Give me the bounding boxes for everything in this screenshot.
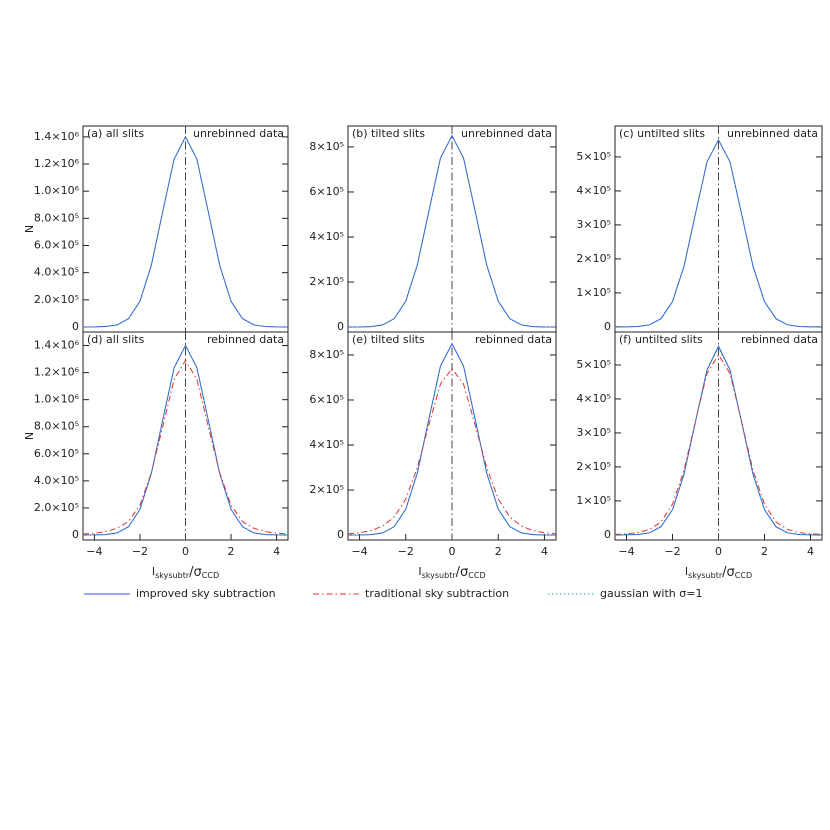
legend-label: traditional sky subtraction (365, 587, 509, 600)
y-tick-label: 5×10⁵ (576, 150, 611, 163)
x-axis-label-part: I (152, 565, 155, 578)
x-tick-label: 0 (449, 545, 456, 558)
x-axis-label-part: CCD (735, 571, 752, 580)
x-axis-label-part: skysubtr (422, 571, 457, 580)
y-tick-label: 4×10⁵ (309, 438, 344, 451)
y-tick-label: 1×10⁵ (576, 286, 611, 299)
x-tick-label: 4 (541, 545, 548, 558)
series-line (82, 135, 289, 328)
panel-label: rebinned data (475, 333, 552, 346)
y-tick-label: 8.0×10⁵ (34, 420, 79, 433)
y-tick-label: 8.0×10⁵ (34, 211, 79, 224)
x-tick-label: 0 (715, 545, 722, 558)
y-tick-label: 0 (604, 320, 611, 333)
y-tick-label: 2×10⁵ (576, 460, 611, 473)
x-tick-label: 4 (807, 545, 814, 558)
y-tick-label: 0 (604, 528, 611, 541)
x-tick-label: −4 (618, 545, 634, 558)
series-line (347, 134, 557, 328)
panel-label: rebinned data (741, 333, 818, 346)
x-axis-label-part: /σ (456, 565, 469, 580)
x-tick-label: −2 (398, 545, 414, 558)
panel-label: (e) tilted slits (352, 333, 425, 346)
y-tick-label: 3×10⁵ (576, 218, 611, 231)
y-tick-label: 1.4×10⁶ (34, 130, 80, 143)
series-line (614, 346, 823, 536)
y-tick-label: 4×10⁵ (576, 184, 611, 197)
x-axis-label-part: CCD (468, 571, 485, 580)
y-axis-label: N (23, 225, 36, 233)
x-axis-label-part: /σ (189, 565, 202, 580)
panel-label: unrebinned data (461, 127, 552, 140)
y-tick-label: 4.0×10⁵ (34, 474, 79, 487)
panel-label: (d) all slits (87, 333, 145, 346)
y-tick-label: 4.0×10⁵ (34, 266, 79, 279)
y-tick-label: 6×10⁵ (309, 393, 344, 406)
y-tick-label: 2.0×10⁵ (34, 293, 79, 306)
y-tick-label: 1×10⁵ (576, 494, 611, 507)
series-line (614, 353, 823, 535)
x-tick-label: 2 (228, 545, 235, 558)
y-tick-label: 1.2×10⁶ (34, 366, 80, 379)
y-tick-label: 6.0×10⁵ (34, 447, 79, 460)
x-tick-label: 0 (182, 545, 189, 558)
series-line (614, 345, 823, 536)
y-tick-label: 2.0×10⁵ (34, 501, 79, 514)
series-line (82, 344, 289, 536)
y-tick-label: 1.2×10⁶ (34, 157, 80, 170)
panel-label: rebinned data (207, 333, 284, 346)
y-tick-label: 0 (72, 528, 79, 541)
y-axis-label: N (23, 432, 36, 440)
y-tick-label: 0 (72, 320, 79, 333)
y-tick-label: 0 (337, 320, 344, 333)
x-axis-label-part: I (685, 565, 688, 578)
x-axis-label-part: CCD (202, 571, 219, 580)
y-tick-label: 1.0×10⁶ (34, 184, 80, 197)
panel-label: unrebinned data (727, 127, 818, 140)
legend-label: improved sky subtraction (136, 587, 276, 600)
panel-label: unrebinned data (193, 127, 284, 140)
series-line (614, 138, 823, 328)
panel-label: (c) untilted slits (619, 127, 705, 140)
panel-label: (f) untilted slits (619, 333, 703, 346)
series-line (347, 342, 557, 536)
y-tick-label: 4×10⁵ (576, 392, 611, 405)
y-tick-label: 2×10⁵ (309, 483, 344, 496)
y-tick-label: 8×10⁵ (309, 140, 344, 153)
y-tick-label: 4×10⁵ (309, 230, 344, 243)
x-axis-label: Iskysubtr/σCCD (685, 565, 752, 580)
y-tick-label: 0 (337, 528, 344, 541)
x-axis-label-part: I (418, 565, 421, 578)
y-tick-label: 8×10⁵ (309, 348, 344, 361)
y-tick-label: 2×10⁵ (309, 275, 344, 288)
panel-label: (b) tilted slits (352, 127, 425, 140)
legend-label: gaussian with σ=1 (600, 587, 702, 600)
panel-label: (a) all slits (87, 127, 144, 140)
x-tick-label: −4 (351, 545, 367, 558)
y-tick-label: 6×10⁵ (309, 185, 344, 198)
x-tick-label: 4 (273, 545, 280, 558)
x-tick-label: −2 (664, 545, 680, 558)
x-tick-label: 2 (761, 545, 768, 558)
x-tick-label: 2 (495, 545, 502, 558)
x-axis-label: Iskysubtr/σCCD (418, 565, 485, 580)
y-tick-label: 3×10⁵ (576, 426, 611, 439)
y-tick-label: 1.0×10⁶ (34, 393, 80, 406)
y-tick-label: 1.4×10⁶ (34, 339, 80, 352)
x-axis-label-part: /σ (722, 565, 735, 580)
y-tick-label: 5×10⁵ (576, 358, 611, 371)
y-tick-label: 6.0×10⁵ (34, 238, 79, 251)
series-line (82, 359, 289, 535)
y-tick-label: 2×10⁵ (576, 252, 611, 265)
x-axis-label-part: skysubtr (688, 571, 723, 580)
x-axis-label: Iskysubtr/σCCD (152, 565, 219, 580)
x-tick-label: −4 (86, 545, 102, 558)
x-tick-label: −2 (132, 545, 148, 558)
x-axis-label-part: skysubtr (155, 571, 190, 580)
